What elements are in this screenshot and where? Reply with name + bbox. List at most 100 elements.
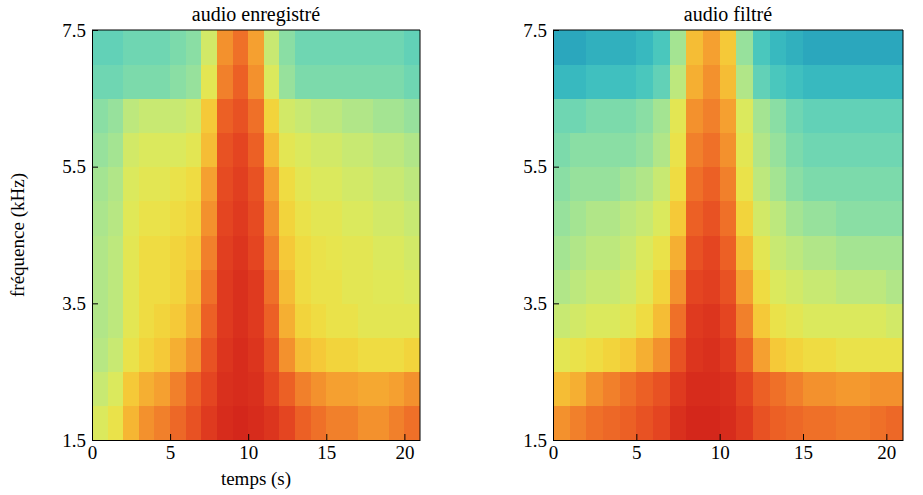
cell bbox=[389, 98, 405, 133]
cell bbox=[264, 98, 280, 133]
cell bbox=[342, 303, 358, 338]
tick-label: 5.5 bbox=[62, 156, 86, 177]
cell bbox=[803, 64, 820, 99]
cell bbox=[886, 338, 903, 373]
cell bbox=[279, 64, 295, 99]
cell bbox=[670, 269, 687, 304]
cell bbox=[264, 201, 280, 236]
cell bbox=[201, 201, 217, 236]
cell bbox=[670, 406, 687, 440]
cell bbox=[108, 372, 124, 407]
cell bbox=[186, 98, 202, 133]
tick-mark bbox=[720, 434, 721, 440]
cell bbox=[786, 303, 803, 338]
frame bbox=[903, 30, 904, 440]
cell bbox=[620, 406, 637, 440]
cell bbox=[326, 98, 342, 133]
cell bbox=[92, 98, 108, 133]
cell bbox=[853, 30, 870, 65]
cell bbox=[636, 269, 653, 304]
cell bbox=[217, 30, 233, 65]
cell bbox=[186, 64, 202, 99]
cell bbox=[358, 167, 374, 202]
cell bbox=[248, 303, 264, 338]
cell bbox=[186, 269, 202, 304]
cell bbox=[670, 201, 687, 236]
y-axis: 1.53.55.57.5 bbox=[523, 20, 559, 451]
cell bbox=[820, 338, 837, 373]
cell bbox=[686, 98, 703, 133]
cell bbox=[586, 372, 603, 407]
cell bbox=[326, 64, 342, 99]
cell bbox=[186, 406, 202, 440]
cell bbox=[603, 167, 620, 202]
cell bbox=[248, 372, 264, 407]
cell bbox=[636, 406, 653, 440]
cell bbox=[217, 372, 233, 407]
cell bbox=[786, 133, 803, 168]
cell bbox=[886, 269, 903, 304]
cell bbox=[686, 269, 703, 304]
cell bbox=[264, 269, 280, 304]
cell bbox=[870, 235, 887, 270]
cells bbox=[553, 30, 903, 440]
cell bbox=[139, 235, 155, 270]
cell bbox=[264, 372, 280, 407]
cell bbox=[92, 372, 108, 407]
cell bbox=[92, 133, 108, 168]
cell bbox=[820, 406, 837, 440]
cell bbox=[620, 167, 637, 202]
cell bbox=[770, 372, 787, 407]
cell bbox=[736, 167, 753, 202]
cell bbox=[586, 269, 603, 304]
cell bbox=[786, 338, 803, 373]
cell bbox=[279, 303, 295, 338]
panel: 051015201.53.55.57.5audio filtré bbox=[523, 3, 903, 463]
cell bbox=[342, 235, 358, 270]
cell bbox=[803, 167, 820, 202]
cell bbox=[139, 167, 155, 202]
cell bbox=[295, 269, 311, 304]
x-label: temps (s) bbox=[221, 468, 291, 490]
cell bbox=[803, 269, 820, 304]
cell bbox=[358, 133, 374, 168]
cell bbox=[373, 30, 389, 65]
cell bbox=[836, 201, 853, 236]
y-label: fréquence (kHz) bbox=[7, 173, 29, 297]
cell bbox=[108, 98, 124, 133]
cell bbox=[786, 167, 803, 202]
cell bbox=[311, 235, 327, 270]
cell bbox=[201, 167, 217, 202]
cell bbox=[217, 64, 233, 99]
cell bbox=[670, 167, 687, 202]
cell bbox=[342, 64, 358, 99]
cell bbox=[636, 338, 653, 373]
cell bbox=[753, 30, 770, 65]
cell bbox=[586, 98, 603, 133]
cell bbox=[836, 30, 853, 65]
cell bbox=[853, 338, 870, 373]
cell bbox=[803, 98, 820, 133]
cell bbox=[108, 303, 124, 338]
cell bbox=[803, 30, 820, 65]
cell bbox=[311, 98, 327, 133]
tick: 15 bbox=[794, 434, 813, 463]
cell bbox=[636, 201, 653, 236]
cell bbox=[670, 338, 687, 373]
cell bbox=[139, 303, 155, 338]
cell bbox=[389, 201, 405, 236]
cell bbox=[636, 64, 653, 99]
cell bbox=[570, 201, 587, 236]
cell bbox=[636, 98, 653, 133]
tick: 5 bbox=[166, 434, 176, 463]
cell bbox=[248, 269, 264, 304]
cell bbox=[404, 201, 420, 236]
cell bbox=[295, 64, 311, 99]
cell bbox=[295, 406, 311, 440]
cell bbox=[358, 269, 374, 304]
cell bbox=[108, 30, 124, 65]
cell bbox=[295, 235, 311, 270]
cell bbox=[326, 167, 342, 202]
cell bbox=[753, 372, 770, 407]
cell bbox=[217, 235, 233, 270]
